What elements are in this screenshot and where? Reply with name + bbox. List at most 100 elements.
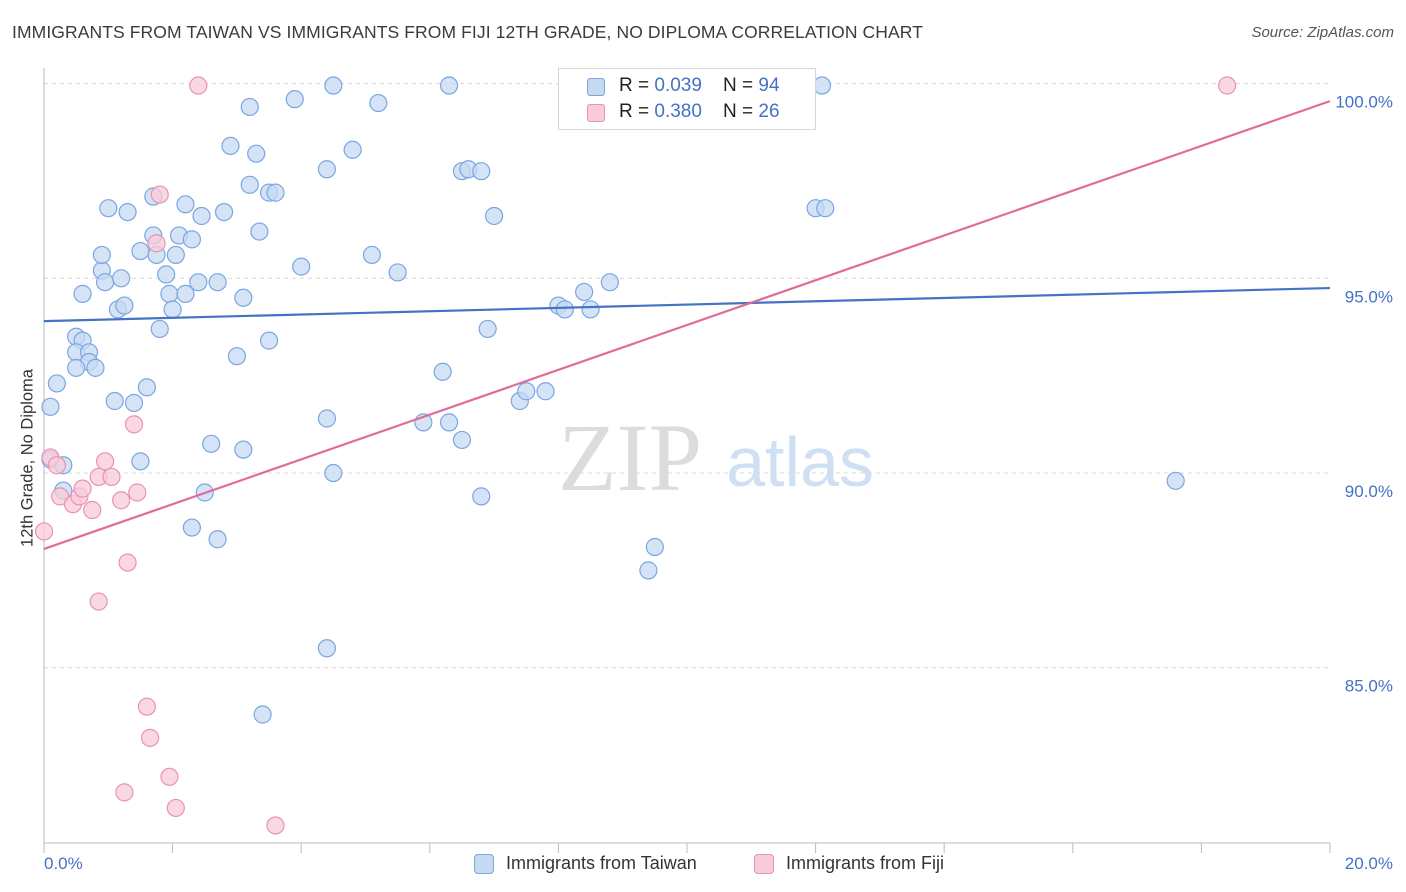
point-taiwan: [472, 162, 491, 181]
x-ticks: [43, 843, 1331, 853]
r-label: R =: [619, 75, 655, 96]
stats-box: R = 0.039 N = 94 R = 0.380 N = 26: [558, 68, 816, 130]
trend-lines: [43, 100, 1331, 551]
point-fiji: [115, 783, 134, 802]
point-taiwan: [253, 705, 272, 724]
n-label: N =: [723, 101, 759, 122]
y-tick-label: 95.0%: [1345, 287, 1393, 306]
point-taiwan: [105, 391, 124, 411]
point-taiwan: [163, 300, 182, 319]
point-taiwan: [433, 362, 452, 381]
point-taiwan: [324, 463, 343, 483]
stats-swatch-fiji: [587, 104, 605, 122]
point-taiwan: [240, 175, 259, 194]
y-tick-label: 100.0%: [1335, 93, 1393, 112]
point-taiwan: [86, 358, 105, 377]
point-fiji: [34, 522, 54, 541]
y-tick-labels: 85.0% 90.0% 95.0% 100.0%: [1335, 93, 1393, 696]
point-taiwan: [176, 195, 195, 214]
point-fiji: [140, 728, 160, 747]
point-fiji: [95, 452, 115, 471]
point-taiwan: [41, 397, 60, 416]
point-taiwan: [240, 97, 259, 117]
point-taiwan: [369, 93, 388, 113]
point-taiwan: [67, 358, 86, 377]
point-fiji: [118, 553, 137, 572]
trend-line-fiji: [43, 100, 1331, 551]
point-fiji: [266, 816, 285, 835]
point-taiwan: [388, 263, 407, 282]
point-taiwan: [285, 90, 304, 109]
legend-swatch-fiji: [754, 854, 774, 874]
r-value: 0.039: [654, 75, 702, 96]
legend: Immigrants from Taiwan Immigrants from F…: [0, 850, 1406, 880]
point-taiwan: [472, 487, 491, 506]
point-taiwan: [816, 199, 835, 218]
point-fiji: [160, 767, 179, 786]
point-fiji: [47, 456, 66, 475]
point-taiwan: [259, 331, 279, 350]
point-fiji: [73, 479, 92, 498]
y-tick-label: 90.0%: [1345, 482, 1393, 501]
trend-line-taiwan: [43, 286, 1331, 323]
point-taiwan: [182, 230, 201, 249]
y-tick-label: 85.0%: [1345, 677, 1393, 696]
legend-label-taiwan: Immigrants from Taiwan: [506, 853, 697, 873]
point-taiwan: [73, 284, 92, 303]
point-taiwan: [1166, 471, 1185, 490]
point-taiwan: [150, 319, 169, 339]
point-taiwan: [439, 76, 459, 95]
watermark-atlas: atlas: [726, 423, 874, 501]
point-taiwan: [250, 222, 269, 241]
point-fiji: [137, 697, 156, 716]
point-taiwan: [92, 245, 111, 265]
legend-swatch-taiwan: [474, 854, 494, 874]
point-fiji: [112, 491, 131, 510]
stats-text-fiji: R = 0.380 N = 26: [619, 101, 780, 123]
point-taiwan: [266, 183, 285, 202]
point-taiwan: [118, 202, 137, 222]
point-taiwan: [812, 76, 832, 95]
point-taiwan: [112, 269, 131, 288]
point-fiji: [166, 798, 185, 818]
chart-title: IMMIGRANTS FROM TAIWAN VS IMMIGRANTS FRO…: [12, 22, 923, 42]
stats-text-taiwan: R = 0.039 N = 94: [619, 75, 780, 97]
point-taiwan: [452, 430, 472, 450]
stats-swatch-taiwan: [587, 78, 605, 96]
point-fiji: [102, 467, 121, 487]
n-value: 94: [758, 75, 780, 96]
watermark-zip: ZIP: [558, 404, 702, 511]
point-taiwan: [324, 76, 343, 95]
point-taiwan: [439, 413, 459, 432]
x-tick-label-max: 20.0%: [1345, 854, 1393, 873]
point-taiwan: [247, 144, 266, 163]
n-value: 26: [758, 101, 780, 122]
point-fiji: [83, 500, 102, 520]
point-taiwan: [137, 378, 156, 397]
point-taiwan: [581, 300, 600, 319]
point-taiwan: [131, 452, 150, 471]
point-taiwan: [176, 284, 195, 303]
point-taiwan: [214, 202, 234, 222]
grid-lines: [44, 83, 1330, 669]
point-taiwan: [160, 284, 179, 303]
point-taiwan: [645, 537, 664, 557]
point-taiwan: [221, 136, 240, 155]
point-taiwan: [639, 561, 658, 580]
point-taiwan: [157, 265, 176, 284]
point-taiwan: [202, 434, 221, 453]
point-taiwan: [166, 245, 185, 265]
point-taiwan: [575, 282, 594, 302]
point-taiwan: [99, 199, 118, 218]
point-taiwan: [124, 393, 144, 413]
point-taiwan: [317, 639, 337, 658]
point-taiwan: [115, 296, 134, 315]
point-taiwan: [317, 160, 337, 179]
point-taiwan: [47, 374, 66, 393]
n-label: N =: [723, 75, 759, 96]
point-fiji: [1218, 76, 1237, 95]
legend-label-fiji: Immigrants from Fiji: [786, 853, 945, 873]
point-fiji: [189, 76, 208, 95]
point-fiji: [150, 185, 169, 204]
point-taiwan: [192, 206, 211, 226]
